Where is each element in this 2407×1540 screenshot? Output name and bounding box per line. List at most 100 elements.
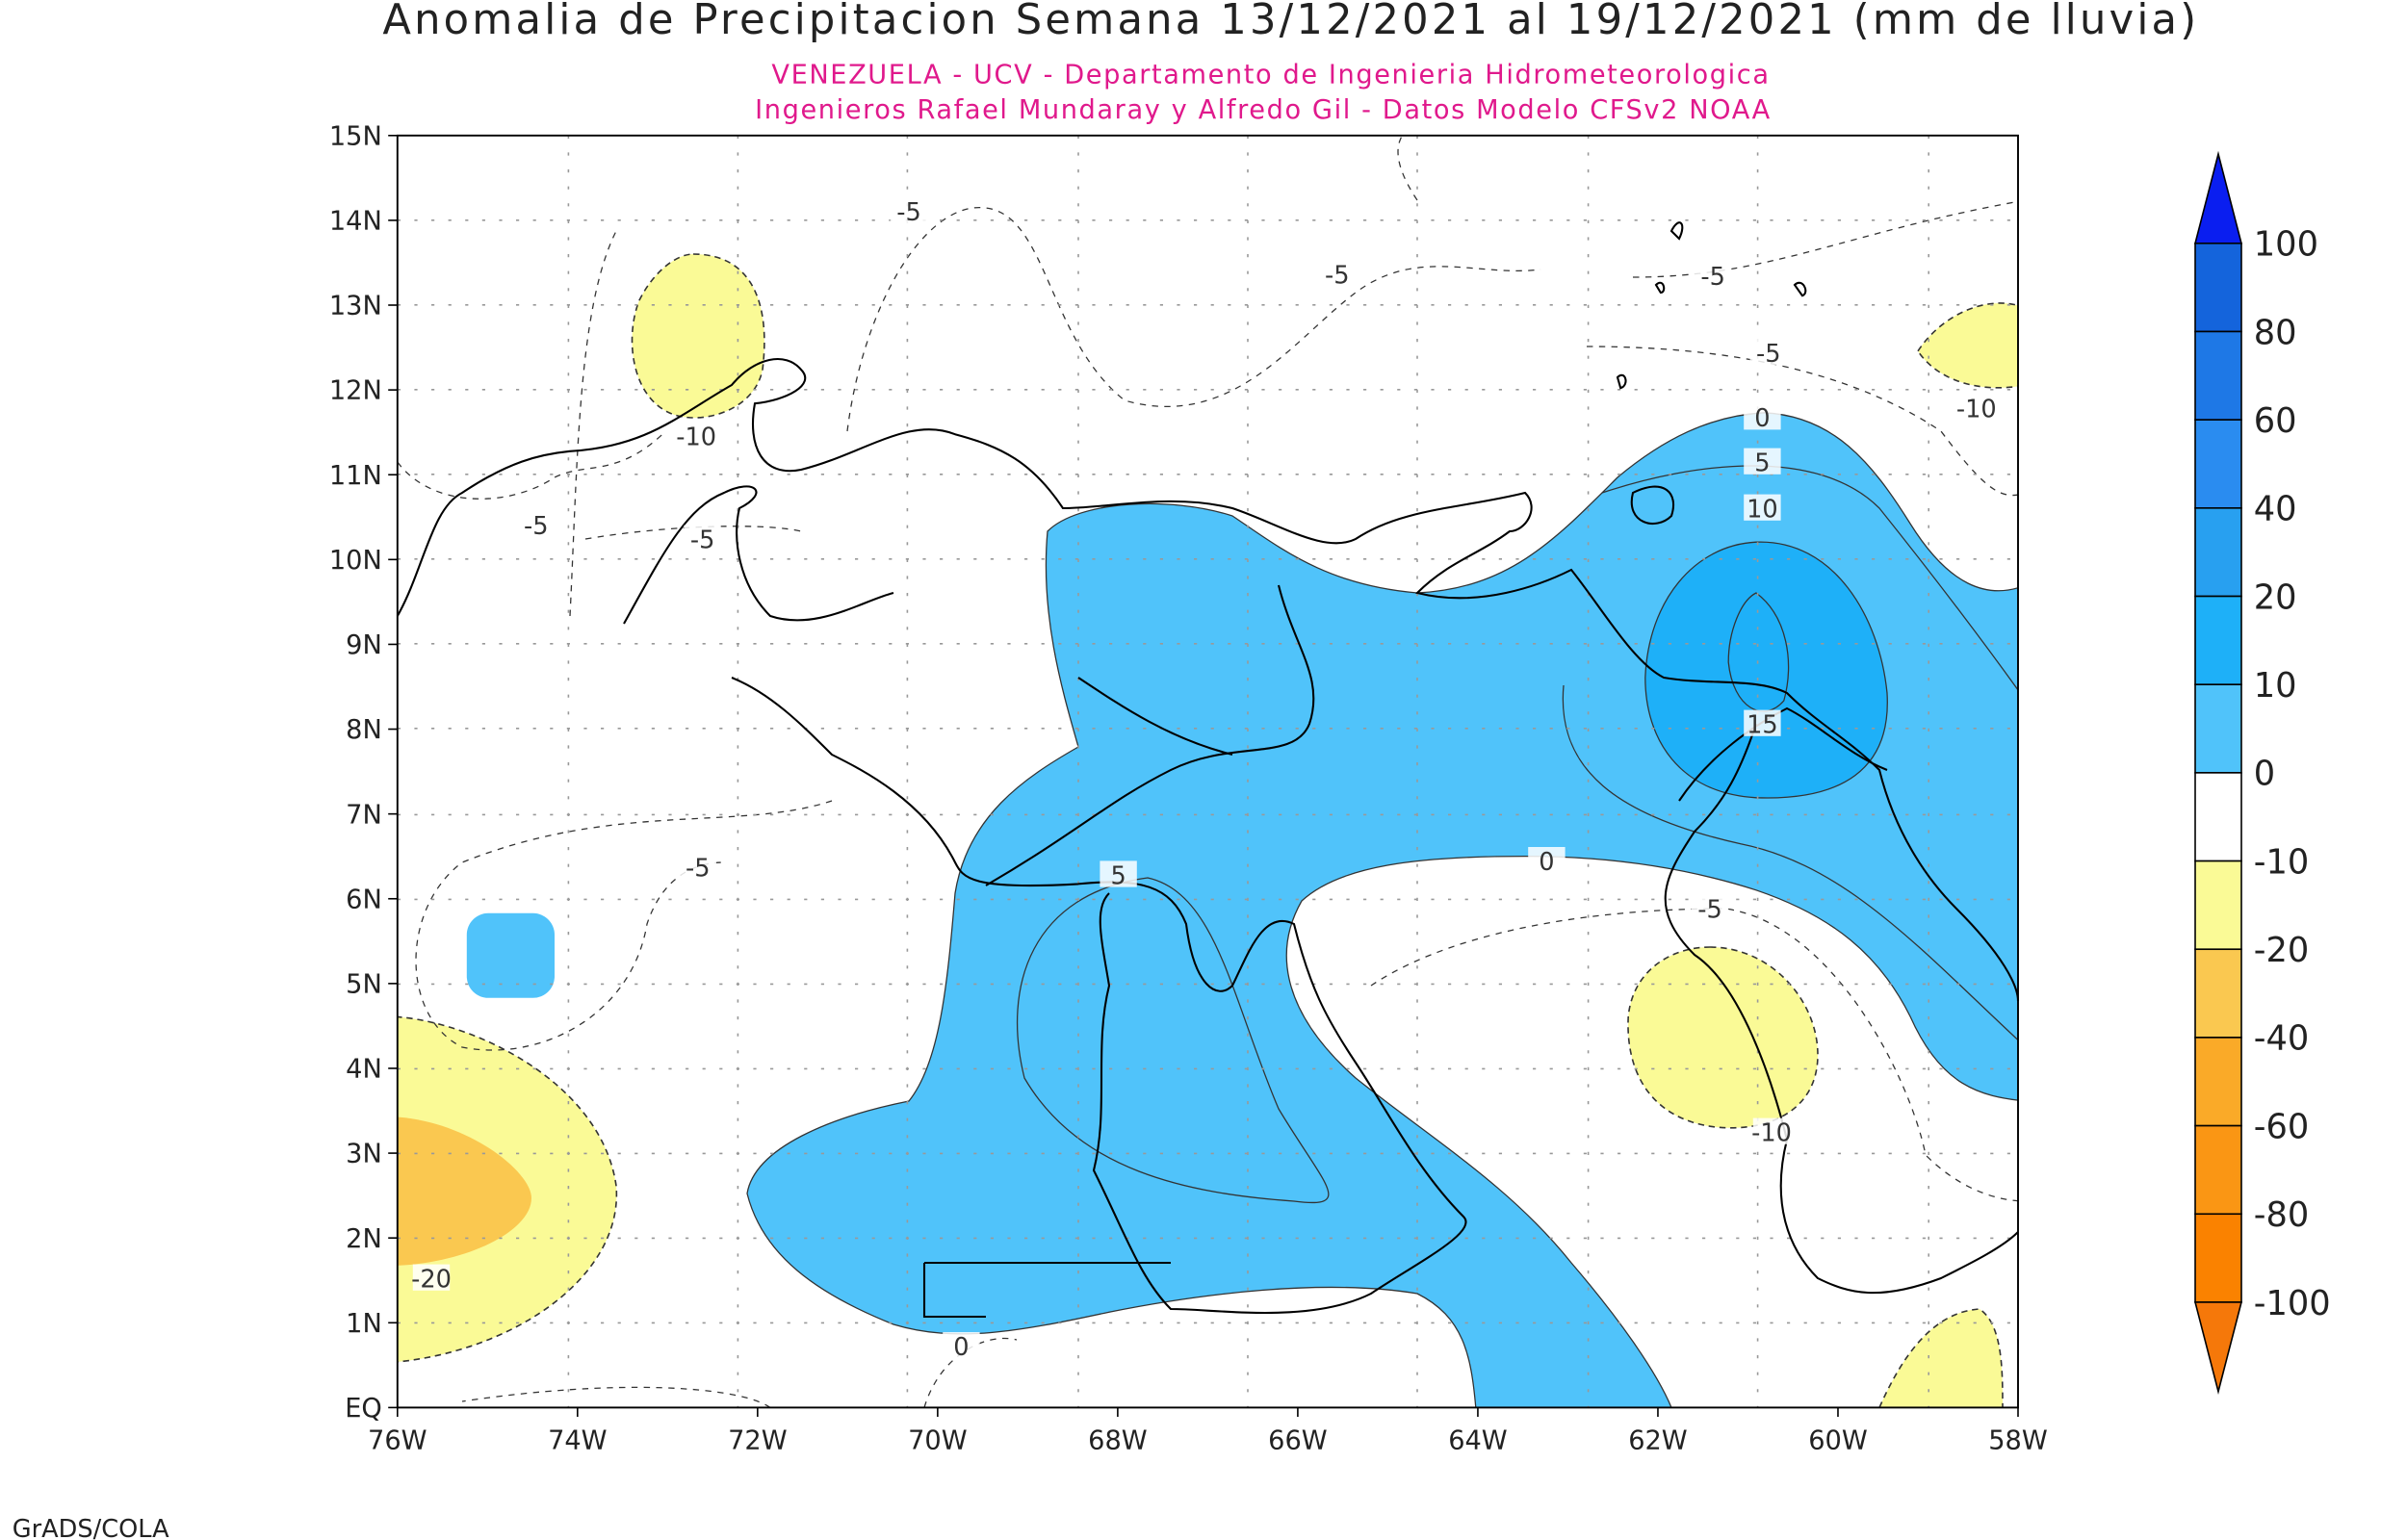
colorbar-label: -40 [2254,1019,2309,1059]
contour-label-bg [1318,260,1356,287]
subtitle: VENEZUELA - UCV - Departamento de Ingeni… [771,60,1770,90]
colorbar-box [2194,595,2242,686]
colorbar-box [2194,1213,2242,1303]
lat-tick-label: EQ [345,1394,382,1424]
colorbar-label: -20 [2254,931,2309,970]
colorbar-box [2194,683,2242,774]
colorbar-box [2194,243,2242,333]
contour-label-bg [1691,894,1729,921]
coastline [396,221,2020,1319]
colorbar-arrow-top [2193,150,2243,244]
anomaly-fill-blue [746,412,2018,1408]
contour-label-bg [1744,709,1781,736]
lat-tick-label: 4N [346,1055,382,1085]
contour-label: 0 [953,1333,969,1362]
contour-label: 5 [1110,861,1126,890]
lon-tick-label: 70W [908,1426,967,1456]
lat-tick-label: 11N [329,461,382,491]
colorbar-label: 20 [2254,578,2297,617]
colorbar-box [2194,507,2242,598]
contour-label: -10 [1956,396,1997,424]
anomaly-fill-orange [397,1116,531,1266]
lat-tick-label: 10N [329,546,382,576]
lat-tick-label: 2N [346,1224,382,1254]
contour-label-bg [943,1332,980,1359]
colorbar-arrow-bottom [2193,1301,2243,1395]
plot-area: 76W 74W 72W 70W 68W 66W 64W 62W 60W 58W EQ 1N 2N 3N 4N… [329,121,2048,1455]
contour-label: 0 [1754,404,1770,433]
lat-tick-label: 14N [329,207,382,237]
contour-label-bg [1744,494,1781,521]
lat-tick-label: 13N [329,292,382,321]
contour-label-bg [1957,394,1995,421]
lat-tick-label: 5N [346,969,382,999]
anomaly-fill-yellow [1917,302,2018,389]
lat-tick-label: 1N [346,1309,382,1339]
axis-ticks: 76W 74W 72W 70W 68W 66W 64W 62W 60W 58W EQ 1N 2N 3N 4N… [329,121,2048,1455]
contour-label-bg [1744,448,1781,475]
colorbar-label: 80 [2254,313,2297,352]
colorbar-label: 40 [2254,490,2297,529]
anomaly-fill-yellow [1878,1308,2004,1408]
lon-tick-label: 68W [1088,1426,1147,1456]
contour-label-bg [890,196,928,223]
lat-tick-label: 12N [329,376,382,406]
contour-label: -5 [896,198,921,227]
contour-label-bg [1100,860,1137,887]
lat-tick-label: 3N [346,1140,382,1169]
plot-frame [396,134,2019,1409]
anomaly-fill-yellow [1627,946,1819,1129]
contour-label: -5 [690,526,715,555]
lat-tick-label: 6N [346,885,382,914]
contour-label: -5 [524,512,549,541]
contour-label-bg [679,853,716,880]
lon-tick-label: 76W [368,1426,427,1456]
contour-label: -5 [1700,263,1725,292]
lon-tick-label: 66W [1268,1426,1327,1456]
contour-label: -5 [1697,896,1722,925]
colorbar-label: 0 [2254,755,2275,794]
contour-label: -10 [1751,1119,1792,1148]
colorbar-box [2194,772,2242,862]
contour-label-bg [412,1264,451,1291]
lon-tick-label: 74W [548,1426,607,1456]
contour-label: 5 [1754,449,1770,478]
colorbar-label: -80 [2254,1195,2309,1235]
contour-label: 0 [1539,848,1554,877]
footer: GrADS/COLA [13,1515,169,1540]
lat-tick-label: 15N [329,121,382,151]
colorbar-label: 60 [2254,401,2297,441]
contour-label-bg [684,525,721,552]
contour-label: 15 [1747,711,1778,740]
contour-label: -5 [1325,261,1350,290]
colorbar-box [2194,860,2242,951]
contour-label-bg [517,511,555,538]
contour-label-bg [1695,262,1732,289]
contour-label: -20 [411,1266,452,1295]
lon-tick-label: 64W [1448,1426,1507,1456]
lon-tick-label: 72W [728,1426,787,1456]
contour-label: 10 [1747,496,1778,525]
anomaly-fill-yellow [631,253,765,419]
colorbar-label: -100 [2254,1284,2331,1323]
contour-labels: -5 -5 -5 -5 -10 -5 -5 -10 0 5 10 15 0 -5 -10 5 -5 -20 0 [411,196,1997,1362]
subtitle: Ingenieros Rafael Mundaray y Alfredo Gil… [755,95,1772,125]
colorbar-label: -60 [2254,1107,2309,1146]
lat-tick-label: 9N [346,630,382,660]
contour-label-bg [1752,1117,1791,1144]
anomaly-fill-blue [466,912,555,998]
lon-tick-label: 62W [1628,1426,1687,1456]
lat-tick-label: 8N [346,715,382,745]
colorbar-box [2194,1124,2242,1216]
colorbar-box [2194,1037,2242,1127]
lon-tick-label: 58W [1988,1426,2047,1456]
contour-label: -10 [676,423,716,451]
colorbar-label: 10 [2254,666,2297,706]
colorbar-label: -10 [2254,842,2309,882]
contour-label-bg [1528,847,1566,874]
title: Anomalia de Precipitacion Semana 13/12/2… [382,0,2199,44]
colorbar-label: 100 [2254,225,2318,265]
contour-line [1017,465,2018,1204]
